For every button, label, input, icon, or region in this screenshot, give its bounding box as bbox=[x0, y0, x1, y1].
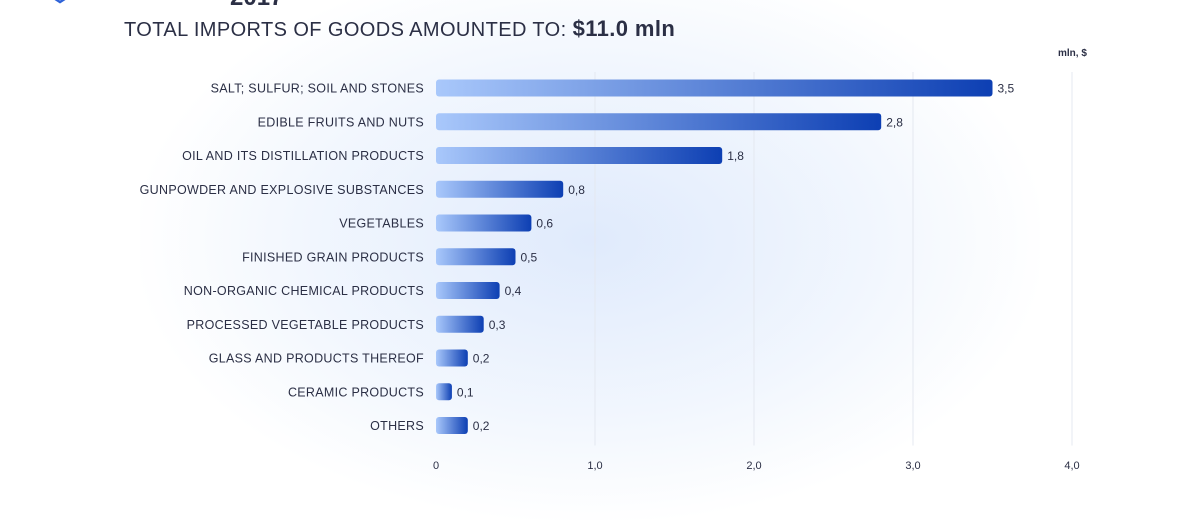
category-label: SALT; SULFUR; SOIL AND STONES bbox=[211, 82, 424, 96]
bar bbox=[436, 147, 723, 164]
title-total-value: $11.0 mln bbox=[572, 16, 676, 41]
bar bbox=[436, 383, 452, 401]
category-label: EDIBLE FRUITS AND NUTS bbox=[258, 115, 424, 129]
imports-bar-chart: 0 1,0 2,0 3,0 4,0 SALT; SULFUR; SOIL AND STON… bbox=[140, 72, 1080, 472]
bar-value-label: 1,8 bbox=[727, 149, 744, 163]
year-heading: 2017 bbox=[230, 0, 283, 12]
category-label: PROCESSED VEGETABLE PRODUCTS bbox=[187, 318, 424, 332]
page-title: TOTAL IMPORTS OF GOODS AMOUNTED TO: $11.0… bbox=[124, 16, 675, 42]
category-label: VEGETABLES bbox=[339, 217, 424, 231]
bar-value-label: 0,2 bbox=[473, 352, 490, 366]
bar-value-label: 0,4 bbox=[505, 284, 522, 298]
x-tick-label: 2,0 bbox=[746, 460, 761, 472]
category-label: CERAMIC PRODUCTS bbox=[288, 385, 424, 399]
bar bbox=[436, 79, 993, 97]
bar bbox=[436, 180, 564, 198]
x-tick-label: 0 bbox=[433, 460, 439, 472]
x-tick-label: 3,0 bbox=[905, 460, 920, 472]
bar bbox=[436, 282, 500, 299]
x-tick-label: 1,0 bbox=[587, 460, 602, 472]
bar-value-label: 0,5 bbox=[521, 250, 538, 264]
bar bbox=[436, 214, 532, 232]
bar-value-label: 3,5 bbox=[998, 82, 1015, 96]
x-tick-label: 4,0 bbox=[1064, 460, 1079, 472]
category-label: GUNPOWDER AND EXPLOSIVE SUBSTANCES bbox=[140, 183, 424, 197]
bar bbox=[436, 113, 882, 131]
category-label: OTHERS bbox=[370, 419, 424, 433]
category-label: GLASS AND PRODUCTS THEREOF bbox=[209, 352, 424, 366]
bar-value-label: 0,8 bbox=[568, 183, 585, 197]
bar bbox=[436, 315, 484, 333]
bar-value-label: 0,2 bbox=[473, 419, 490, 433]
title-label: TOTAL IMPORTS OF GOODS AMOUNTED TO: bbox=[124, 19, 567, 41]
bar bbox=[436, 248, 516, 266]
bar-value-label: 0,6 bbox=[536, 217, 553, 231]
logo-icon bbox=[54, 0, 66, 4]
unit-label: mln, $ bbox=[1058, 48, 1087, 59]
category-label: NON-ORGANIC CHEMICAL PRODUCTS bbox=[184, 284, 424, 298]
bar-value-label: 2,8 bbox=[886, 115, 903, 129]
category-label: FINISHED GRAIN PRODUCTS bbox=[242, 250, 424, 264]
bar-value-label: 0,3 bbox=[489, 318, 506, 332]
category-label: OIL AND ITS DISTILLATION PRODUCTS bbox=[182, 149, 424, 163]
bar-value-label: 0,1 bbox=[457, 385, 474, 399]
bar bbox=[436, 349, 468, 367]
bar bbox=[436, 417, 468, 434]
